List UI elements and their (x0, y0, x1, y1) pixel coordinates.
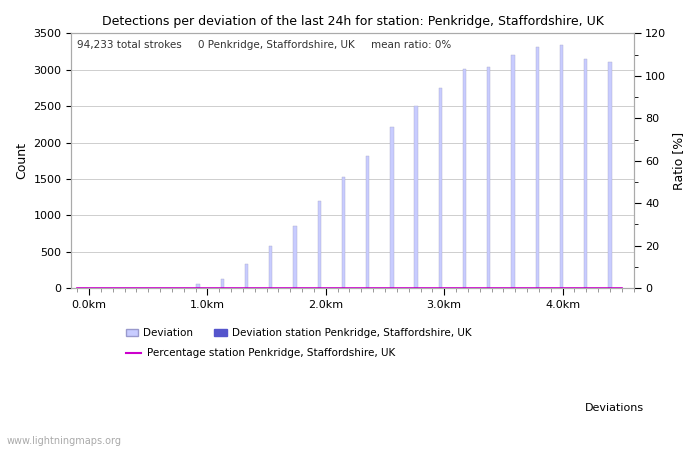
Y-axis label: Count: Count (15, 142, 28, 179)
Legend: Percentage station Penkridge, Staffordshire, UK: Percentage station Penkridge, Staffordsh… (122, 344, 399, 363)
Bar (560, 45, 563, 288)
Bar (293, 226, 297, 288)
Title: Detections per deviation of the last 24h for station: Penkridge, Staffordshire, : Detections per deviation of the last 24h… (102, 15, 603, 28)
Bar (463, 69, 466, 288)
Bar (197, 284, 199, 288)
Text: www.lightningmaps.org: www.lightningmaps.org (7, 436, 122, 446)
Bar (487, 67, 491, 288)
Bar (511, 55, 514, 288)
Bar (220, 279, 224, 288)
Y-axis label: Ratio [%]: Ratio [%] (672, 132, 685, 190)
Bar (608, 62, 612, 288)
Bar (318, 201, 321, 288)
Bar (536, 47, 539, 288)
Text: 94,233 total strokes     0 Penkridge, Staffordshire, UK     mean ratio: 0%: 94,233 total strokes 0 Penkridge, Staffo… (77, 40, 452, 50)
Bar (366, 156, 370, 288)
Bar (269, 246, 272, 288)
Bar (342, 177, 345, 288)
Bar (439, 88, 442, 288)
Bar (584, 59, 587, 288)
Bar (414, 106, 418, 288)
Bar (245, 264, 248, 288)
Bar (390, 126, 393, 288)
Text: Deviations: Deviations (585, 403, 644, 413)
